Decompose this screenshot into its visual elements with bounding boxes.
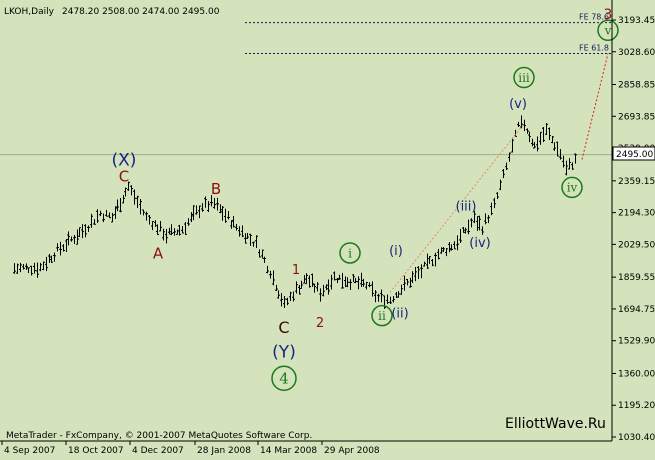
y-tick-label: 1859.55 (618, 273, 655, 283)
y-tick-label: 2194.30 (618, 209, 655, 219)
wave-label: iii (518, 71, 530, 85)
x-tick-label: 4 Sep 2007 (4, 446, 55, 456)
wave-label-circle (271, 365, 297, 392)
x-tick-label: 14 Mar 2008 (260, 446, 317, 456)
wave-label-circle (371, 304, 393, 327)
wave-label: ii (378, 309, 386, 323)
wave-label: 3 (604, 7, 613, 23)
current-price-label: 2495.00 (616, 150, 653, 160)
wave-label: (ii) (391, 306, 408, 321)
x-tick-label: 18 Oct 2007 (68, 446, 124, 456)
wave-label: (i) (389, 244, 403, 259)
x-tick-label: 28 Jan 2008 (197, 446, 251, 456)
y-tick-label: 1030.40 (618, 433, 655, 443)
y-tick-label: 2693.85 (618, 112, 655, 122)
ohlc-readout: 2478.20 2508.00 2474.00 2495.00 (62, 7, 220, 17)
current-price-box (612, 146, 655, 161)
wave-label: 1 (292, 263, 300, 278)
wave-label: (v) (509, 97, 527, 112)
fib-levels: FE 78.6 FE 61.8 (245, 13, 612, 54)
y-tick-label: 1360.00 (618, 369, 655, 379)
wave-label-circle (339, 242, 361, 264)
y-tick-label: 3028.60 (618, 48, 655, 58)
wave-label: (iii) (456, 199, 477, 214)
y-tick-label: 2029.50 (618, 240, 655, 250)
wave-label: (X) (112, 151, 137, 171)
x-axis-ticks: 4 Sep 2007 18 Oct 2007 4 Dec 2007 28 Jan 20… (1, 441, 380, 456)
y-tick-label: 2858.85 (618, 81, 655, 91)
wave-label-circle (561, 176, 583, 199)
wave-label: iv (567, 181, 578, 195)
y-tick-label: 2359.15 (618, 177, 655, 187)
symbol-title: LKOH,Daily (4, 7, 55, 17)
wave-label-circle (513, 66, 535, 89)
wave-label: A (153, 244, 164, 262)
y-tick-label: 1694.75 (618, 305, 655, 315)
wave-label: 2 (316, 316, 324, 331)
watermark: ElliottWave.Ru (505, 416, 606, 432)
wave-label: B (211, 180, 221, 198)
wave-label: (iv) (469, 236, 490, 251)
x-tick-label: 29 Apr 2008 (324, 446, 380, 456)
x-tick-label: 4 Dec 2007 (132, 446, 184, 456)
wave-label: C (278, 318, 289, 337)
axes (0, 0, 613, 442)
fib-level-label: FE 61.8 (579, 43, 609, 52)
wave-label: 4 (279, 370, 289, 388)
y-tick-label: 1195.20 (618, 401, 655, 411)
current-price-tag: 2495.00 (612, 146, 655, 161)
y-axis-ticks: 3193.453028.602858.852693.852529.002359.… (612, 16, 655, 443)
y-tick-label: 3193.45 (618, 16, 655, 26)
copyright-text: MetaTrader - FxCompany, © 2001-2007 Meta… (6, 431, 312, 441)
wave-label: v (604, 24, 612, 38)
wave-label: (Y) (272, 342, 296, 362)
fib-level-label: FE 78.6 (579, 13, 609, 22)
wave-label: i (348, 246, 352, 260)
y-tick-label: 1529.90 (618, 337, 655, 347)
price-bars (13, 115, 577, 309)
wave-label-circle (597, 19, 619, 42)
wave-label: C (119, 167, 129, 185)
